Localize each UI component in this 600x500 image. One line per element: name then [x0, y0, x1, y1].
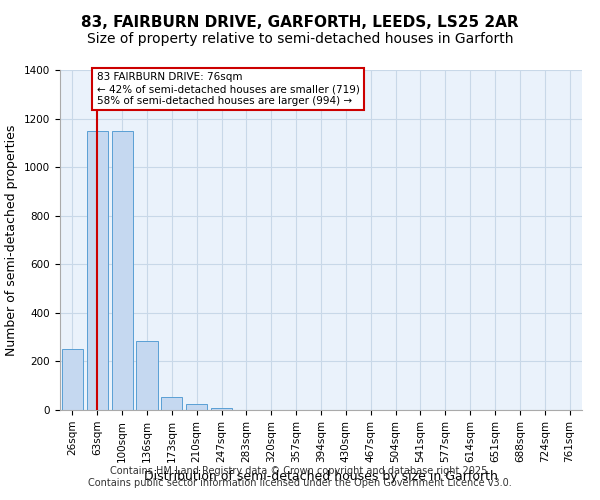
Y-axis label: Number of semi-detached properties: Number of semi-detached properties: [5, 124, 19, 356]
Text: Contains HM Land Registry data © Crown copyright and database right 2025.
Contai: Contains HM Land Registry data © Crown c…: [88, 466, 512, 487]
Bar: [136, 341, 158, 410]
Bar: [161, 396, 182, 410]
Bar: [87, 130, 108, 410]
Bar: [211, 408, 232, 410]
Text: 83 FAIRBURN DRIVE: 76sqm
← 42% of semi-detached houses are smaller (719)
58% of : 83 FAIRBURN DRIVE: 76sqm ← 42% of semi-d…: [97, 72, 359, 106]
X-axis label: Distribution of semi-detached houses by size in Garforth: Distribution of semi-detached houses by …: [144, 470, 498, 483]
Bar: [112, 130, 133, 410]
Bar: [186, 404, 207, 410]
Text: 83, FAIRBURN DRIVE, GARFORTH, LEEDS, LS25 2AR: 83, FAIRBURN DRIVE, GARFORTH, LEEDS, LS2…: [81, 15, 519, 30]
Bar: [62, 350, 83, 410]
Text: Size of property relative to semi-detached houses in Garforth: Size of property relative to semi-detach…: [87, 32, 513, 46]
